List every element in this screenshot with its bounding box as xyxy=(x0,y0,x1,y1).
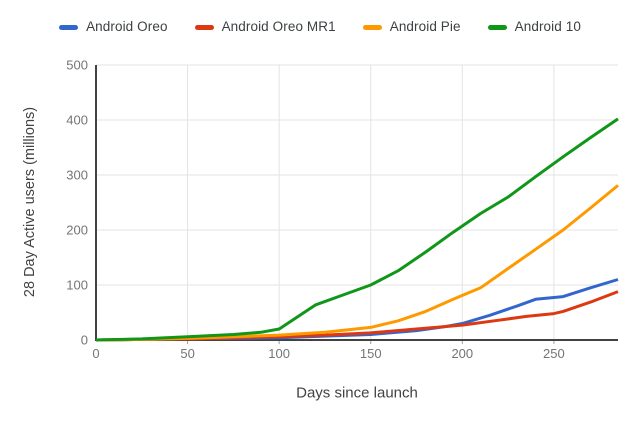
y-tick-label-200: 200 xyxy=(66,223,88,238)
y-tick-label-500: 500 xyxy=(66,58,88,73)
legend-label: Android Oreo xyxy=(86,19,168,34)
series-line-android-pie xyxy=(95,184,619,342)
legend: Android Oreo Android Oreo MR1 Android Pie A… xyxy=(0,19,640,34)
y-tick-label-400: 400 xyxy=(66,113,88,128)
x-tick-label-50: 50 xyxy=(180,346,194,361)
legend-label: Android 10 xyxy=(514,19,581,34)
legend-swatch-android-oreo-mr1 xyxy=(194,24,214,30)
y-tick-label-300: 300 xyxy=(66,168,88,183)
y-tick-label-100: 100 xyxy=(66,278,88,293)
x-tick-label-150: 150 xyxy=(360,346,382,361)
legend-swatch-android-pie xyxy=(362,24,382,30)
y-tick-label-0: 0 xyxy=(81,333,88,348)
legend-item-android-pie: Android Pie xyxy=(362,19,461,34)
x-tick-label-100: 100 xyxy=(268,346,290,361)
series-line-android-10 xyxy=(95,117,619,342)
legend-item-android-10: Android 10 xyxy=(487,19,581,34)
legend-swatch-android-oreo xyxy=(59,24,79,30)
x-tick-label-0: 0 xyxy=(92,346,99,361)
legend-item-android-oreo-mr1: Android Oreo MR1 xyxy=(194,19,336,34)
legend-label: Android Pie xyxy=(389,19,461,34)
x-axis-title: Days since launch xyxy=(296,384,418,402)
legend-item-android-oreo: Android Oreo xyxy=(59,19,168,34)
legend-label: Android Oreo MR1 xyxy=(221,19,336,34)
y-axis-title: 28 Day Active users (millions) xyxy=(22,106,38,298)
x-tick-label-250: 250 xyxy=(543,346,565,361)
x-tick-label-200: 200 xyxy=(451,346,473,361)
legend-swatch-android-10 xyxy=(487,24,507,30)
